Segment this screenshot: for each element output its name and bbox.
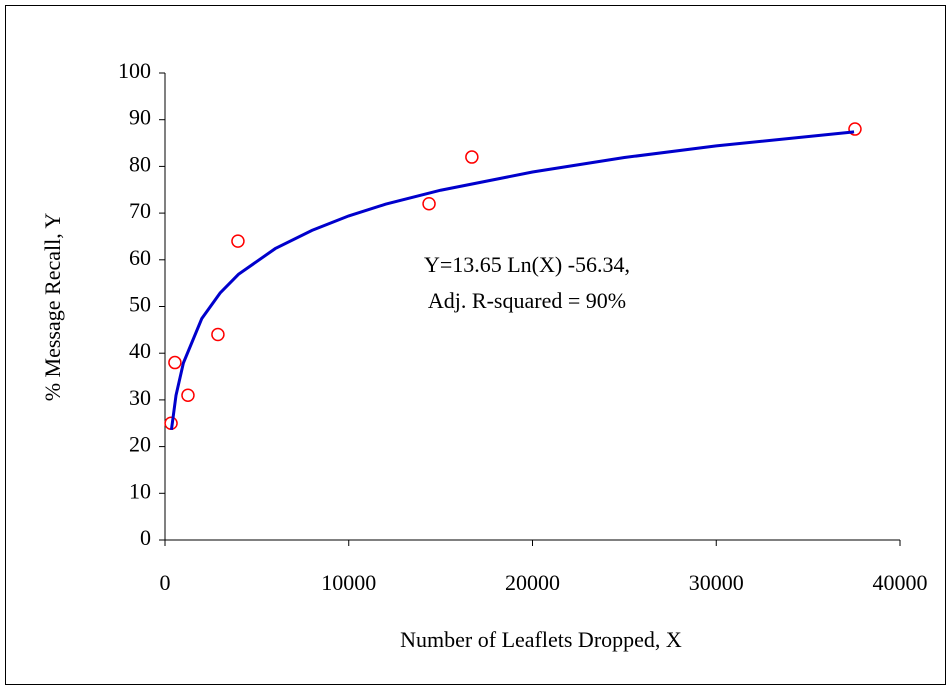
y-tick-label: 40 [129, 338, 151, 363]
x-tick-label: 20000 [505, 570, 560, 595]
data-point [465, 150, 479, 164]
y-tick-label: 60 [129, 245, 151, 270]
x-tick-label: 30000 [689, 570, 744, 595]
data-point [231, 234, 245, 248]
y-tick-label: 20 [129, 432, 151, 457]
y-tick-label: 90 [129, 105, 151, 130]
data-point [181, 388, 195, 402]
y-tick-label: 50 [129, 292, 151, 317]
y-tick-label: 0 [140, 525, 151, 550]
chart-frame [5, 5, 946, 685]
y-tick-label: 100 [118, 58, 151, 83]
data-point [211, 327, 225, 342]
annotation: Adj. R-squared = 90% [428, 288, 626, 313]
y-axis-label: % Message Recall, Y [40, 213, 65, 402]
annotation: Y=13.65 Ln(X) -56.34, [424, 252, 630, 277]
fit-line [169, 130, 855, 430]
x-tick-label: 40000 [873, 570, 928, 595]
y-tick-label: 80 [129, 151, 151, 176]
data-point [168, 355, 182, 370]
x-axis-label: Number of Leaflets Dropped, X [400, 627, 682, 652]
y-tick-label: 30 [129, 385, 151, 410]
x-tick-label: 0 [160, 570, 171, 595]
data-point [848, 122, 862, 136]
y-tick-label: 10 [129, 478, 151, 503]
y-tick-label: 70 [129, 198, 151, 223]
data-point [422, 197, 436, 211]
x-tick-label: 10000 [321, 570, 376, 595]
